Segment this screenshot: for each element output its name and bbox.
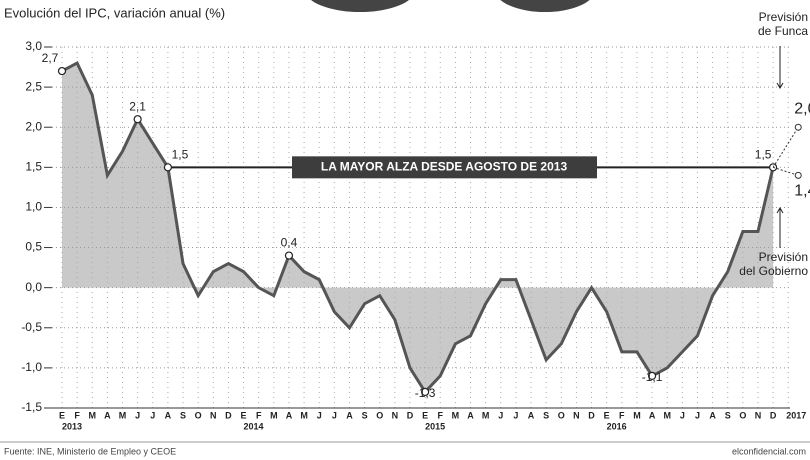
x-tick-label: M (270, 410, 278, 420)
legend-label: Previsión (759, 10, 808, 24)
data-label: 2,7 (42, 51, 59, 65)
x-tick-label: 2017 (786, 410, 806, 420)
x-tick-label: D (770, 410, 777, 420)
x-tick-label: M (633, 410, 641, 420)
arrow (777, 46, 783, 88)
point (164, 164, 171, 171)
x-tick-label: A (649, 410, 656, 420)
x-tick-label: A (528, 410, 535, 420)
point (134, 116, 141, 123)
point (285, 252, 292, 259)
data-label: 1,5 (755, 148, 772, 162)
x-tick-label: E (604, 410, 610, 420)
year-label: 2016 (607, 421, 627, 431)
x-tick-label: N (210, 410, 217, 420)
x-tick-label: S (725, 410, 731, 420)
legend-label: de Funca (758, 24, 808, 38)
legend-label: Previsión (759, 250, 808, 264)
x-tick-label: A (346, 410, 353, 420)
x-tick-label: O (195, 410, 202, 420)
credit: elconfidencial.com (732, 446, 806, 456)
x-tick-label: O (558, 410, 565, 420)
y-tick-label: -1,5 (21, 400, 42, 414)
data-label: 2,1 (129, 99, 146, 113)
data-label: -1,3 (415, 386, 436, 400)
area (62, 63, 773, 392)
x-tick-label: M (482, 410, 490, 420)
x-tick-label: E (59, 410, 65, 420)
y-tick-label: 2,5 (25, 79, 42, 93)
x-tick-label: J (513, 410, 518, 420)
x-tick-label: M (89, 410, 97, 420)
x-tick-label: F (256, 410, 262, 420)
x-tick-label: A (286, 410, 293, 420)
x-tick-label: D (225, 410, 232, 420)
point (59, 68, 66, 75)
data-label: 0,4 (281, 236, 298, 250)
x-tick-label: S (180, 410, 186, 420)
y-tick-label: -1,0 (21, 360, 42, 374)
x-tick-label: S (362, 410, 368, 420)
x-tick-label: E (241, 410, 247, 420)
x-tick-label: O (739, 410, 746, 420)
x-tick-label: N (392, 410, 399, 420)
y-tick-label: -0,5 (21, 320, 42, 334)
y-tick-label: 0,0 (25, 280, 42, 294)
x-tick-label: M (663, 410, 671, 420)
x-tick-label: M (300, 410, 308, 420)
arrow (777, 208, 783, 248)
forecast-line (773, 127, 798, 167)
x-tick-label: N (573, 410, 580, 420)
x-tick-label: A (709, 410, 716, 420)
legend-label: del Gobierno (739, 264, 808, 278)
x-tick-label: S (543, 410, 549, 420)
x-tick-label: O (376, 410, 383, 420)
forecast-point (795, 124, 801, 130)
x-tick-label: J (317, 410, 322, 420)
x-tick-label: J (135, 410, 140, 420)
data-label: -1,1 (642, 370, 663, 384)
x-tick-label: J (695, 410, 700, 420)
y-tick-label: 0,5 (25, 240, 42, 254)
data-label: 1,5 (172, 148, 189, 162)
decoration (305, 0, 415, 12)
year-label: 2015 (425, 421, 445, 431)
decoration (495, 0, 595, 12)
data-label: 2,0 (794, 100, 810, 117)
x-tick-label: J (498, 410, 503, 420)
x-tick-label: A (104, 410, 111, 420)
x-tick-label: F (438, 410, 444, 420)
chart-title: Evolución del IPC, variación anual (%) (4, 5, 225, 20)
y-tick-label: 2,0 (25, 119, 42, 133)
x-tick-label: E (422, 410, 428, 420)
x-tick-label: D (588, 410, 595, 420)
x-tick-label: J (680, 410, 685, 420)
x-tick-label: F (74, 410, 80, 420)
y-tick-label: 1,0 (25, 200, 42, 214)
x-tick-label: A (165, 410, 172, 420)
x-tick-label: M (452, 410, 460, 420)
x-tick-label: J (332, 410, 337, 420)
x-tick-label: D (407, 410, 414, 420)
annotation: LA MAYOR ALZA DESDE AGOSTO DE 2013 (321, 160, 568, 174)
x-tick-label: M (119, 410, 127, 420)
x-tick-label: A (467, 410, 474, 420)
y-tick-label: 3,0 (25, 39, 42, 53)
year-label: 2014 (244, 421, 264, 431)
chart: Evolución del IPC, variación anual (%) F… (0, 0, 810, 460)
year-label: 2013 (62, 421, 82, 431)
forecast-point (795, 172, 801, 178)
x-tick-label: N (755, 410, 762, 420)
y-tick-label: 1,5 (25, 160, 42, 174)
data-label: 1,4 (794, 183, 810, 200)
x-tick-label: J (150, 410, 155, 420)
x-tick-label: F (619, 410, 625, 420)
source: Fuente: INE, Ministerio de Empleo y CEOE (4, 446, 176, 456)
